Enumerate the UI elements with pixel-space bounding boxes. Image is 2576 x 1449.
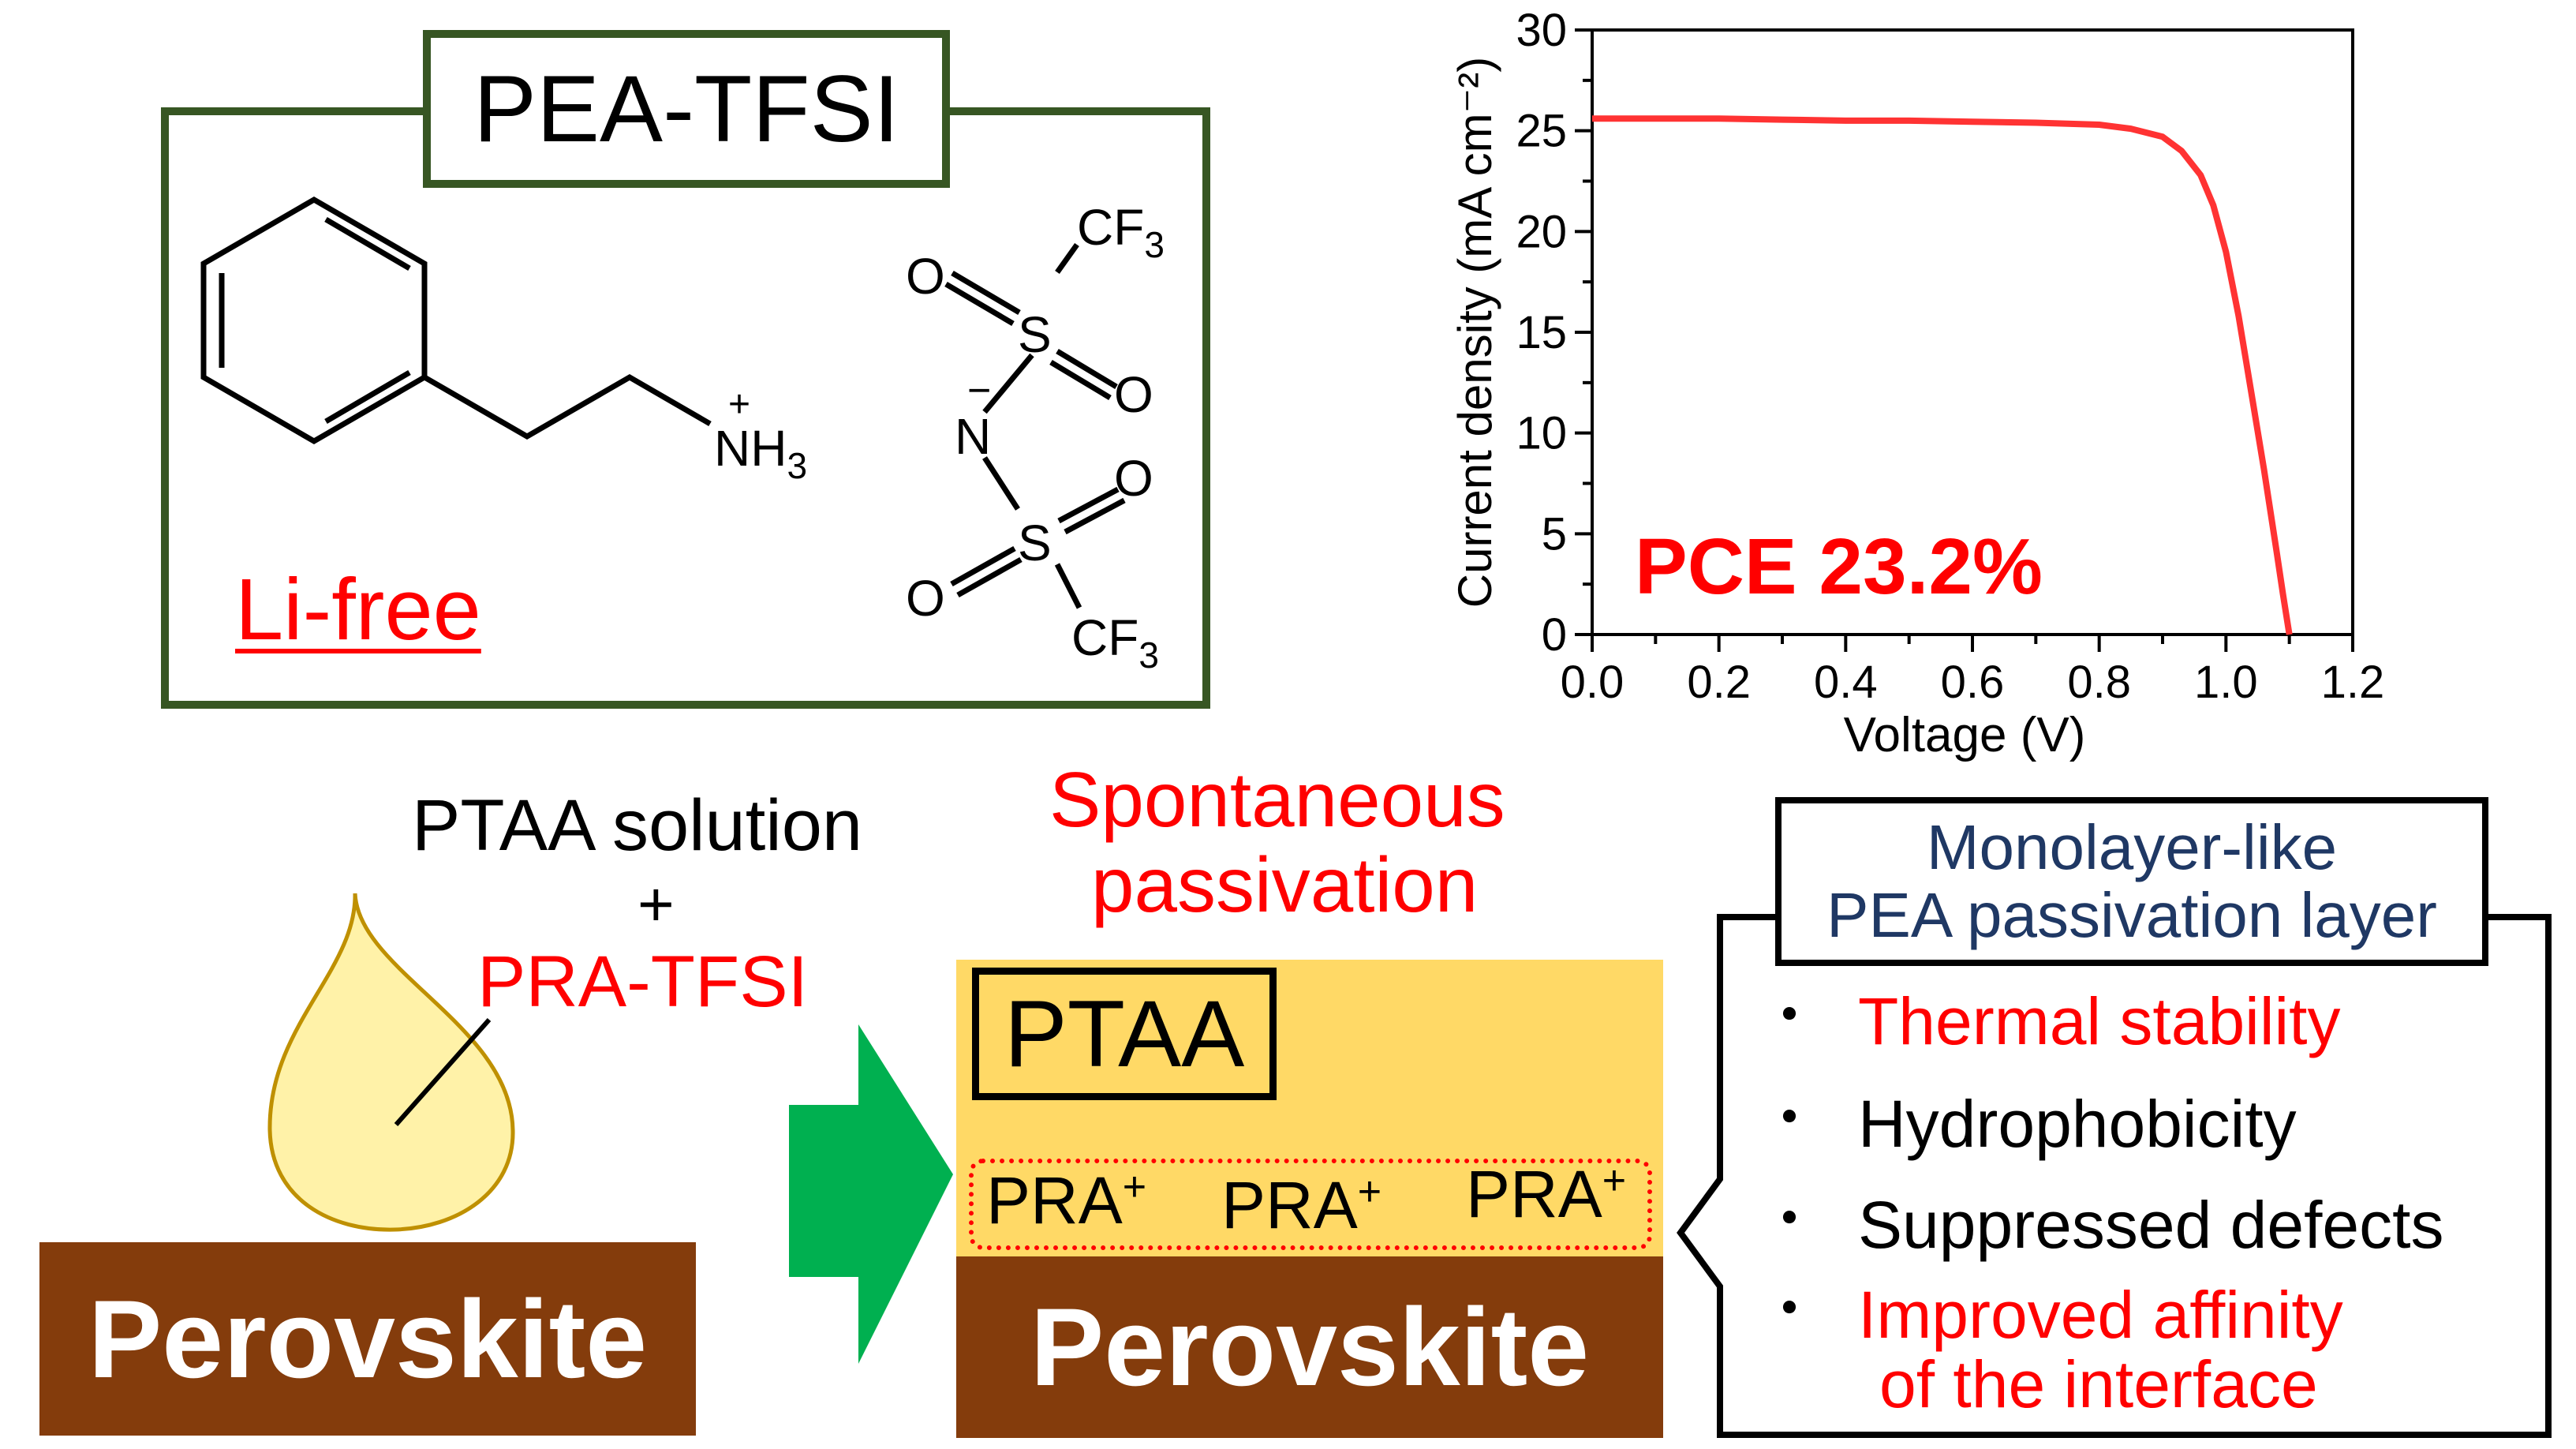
pra-ion-1: PRA+ — [986, 1163, 1147, 1237]
solution-plus: + — [637, 869, 675, 939]
x-tick-label: 0.8 — [2067, 657, 2131, 708]
tfsi-s-top: S — [1018, 306, 1052, 363]
pra-monolayer-outline — [969, 1159, 1652, 1250]
ptaa-label-box: PTAA — [972, 968, 1277, 1100]
tfsi-cf3-bottom: CF3 — [1071, 609, 1159, 676]
ammonium-charge: + — [728, 384, 750, 425]
y-tick-label: 30 — [1516, 5, 1567, 56]
tfsi-bonds — [944, 242, 1126, 609]
callout-title-1: Monolayer-like — [1926, 811, 2338, 882]
ptaa-layer — [956, 960, 1663, 1260]
x-tick-label: 0.6 — [1941, 657, 2005, 708]
solution-drop — [267, 893, 515, 1232]
x-tick-label: 1.2 — [2321, 657, 2385, 708]
callout-item-defects: Suppressed defects — [1858, 1188, 2444, 1262]
tfsi-cf3-top: CF3 — [1077, 199, 1165, 265]
benzene-ring — [200, 196, 428, 445]
callout-title-box: Monolayer-like PEA passivation layer — [1775, 797, 2488, 966]
callout-item-affinity-1: Improved affinity — [1858, 1278, 2343, 1352]
tfsi-o2: O — [1114, 366, 1153, 423]
y-tick-label: 15 — [1516, 307, 1567, 358]
x-tick-label: 0.0 — [1561, 657, 1624, 708]
callout-item-thermal: Thermal stability — [1858, 984, 2341, 1058]
ammonium-group: NH3 — [714, 420, 807, 486]
callout-title-2: PEA passivation layer — [1826, 880, 2437, 950]
pra-ion-2: PRA+ — [1221, 1168, 1382, 1242]
jv-curve — [1592, 115, 2293, 635]
y-tick-label: 5 — [1542, 508, 1567, 560]
callout-bullet-1: ・ — [1759, 983, 1819, 1050]
tfsi-o1: O — [906, 248, 945, 305]
tfsi-o4: O — [906, 570, 945, 627]
callout-item-hydrophobicity: Hydrophobicity — [1858, 1087, 2297, 1161]
solution-label-1: PTAA solution — [412, 785, 863, 866]
y-tick-label: 0 — [1542, 609, 1567, 661]
drop-leader-line — [394, 1018, 492, 1126]
pce-annotation: PCE 23.2% — [1635, 522, 2043, 611]
ethyl-chain — [423, 373, 712, 440]
left-perovskite: Perovskite — [39, 1242, 696, 1436]
callout-item-affinity-2: of the interface — [1879, 1347, 2318, 1421]
molecule-title-box: PEA-TFSI — [423, 30, 950, 188]
pra-ion-3: PRA+ — [1466, 1157, 1627, 1231]
molecule-structures: + NH3 CF3 O S O − N O S O CF3 — [200, 196, 1165, 676]
right-perovskite: Perovskite — [956, 1256, 1663, 1438]
li-free-label: Li-free — [235, 561, 481, 658]
process-arrow — [789, 1024, 953, 1364]
callout-bullet-4: ・ — [1759, 1276, 1819, 1343]
tfsi-n: N — [955, 408, 991, 465]
jv-chart: 0 5 10 15 20 25 30 0.0 0.2 0.4 0.6 0.8 1.0 1.2 Volta… — [1449, 5, 2385, 762]
tfsi-o3: O — [1114, 450, 1153, 507]
spontaneous-label-1: Spontaneous — [1049, 756, 1505, 843]
y-tick-label: 10 — [1516, 408, 1567, 459]
molecule-title: PEA-TFSI — [473, 56, 900, 162]
tfsi-n-charge: − — [967, 368, 991, 414]
x-axis-label: Voltage (V) — [1844, 708, 2086, 762]
y-tick-label: 20 — [1516, 206, 1567, 257]
callout-frame — [1677, 914, 2552, 1438]
callout-bullet-2: ・ — [1759, 1085, 1819, 1152]
y-axis-label: Current density (mA cm⁻²) — [1449, 57, 1501, 608]
y-tick-label: 25 — [1516, 106, 1567, 157]
drop-and-arrow — [267, 893, 953, 1364]
x-tick-label: 0.4 — [1814, 657, 1878, 708]
x-tick-label: 0.2 — [1687, 657, 1751, 708]
x-tick-label: 1.0 — [2194, 657, 2258, 708]
callout-bullet-3: ・ — [1759, 1186, 1819, 1253]
spontaneous-label-2: passivation — [1091, 841, 1479, 928]
tfsi-s-bottom: S — [1018, 515, 1052, 571]
solution-label-2: PRA-TFSI — [477, 942, 809, 1022]
